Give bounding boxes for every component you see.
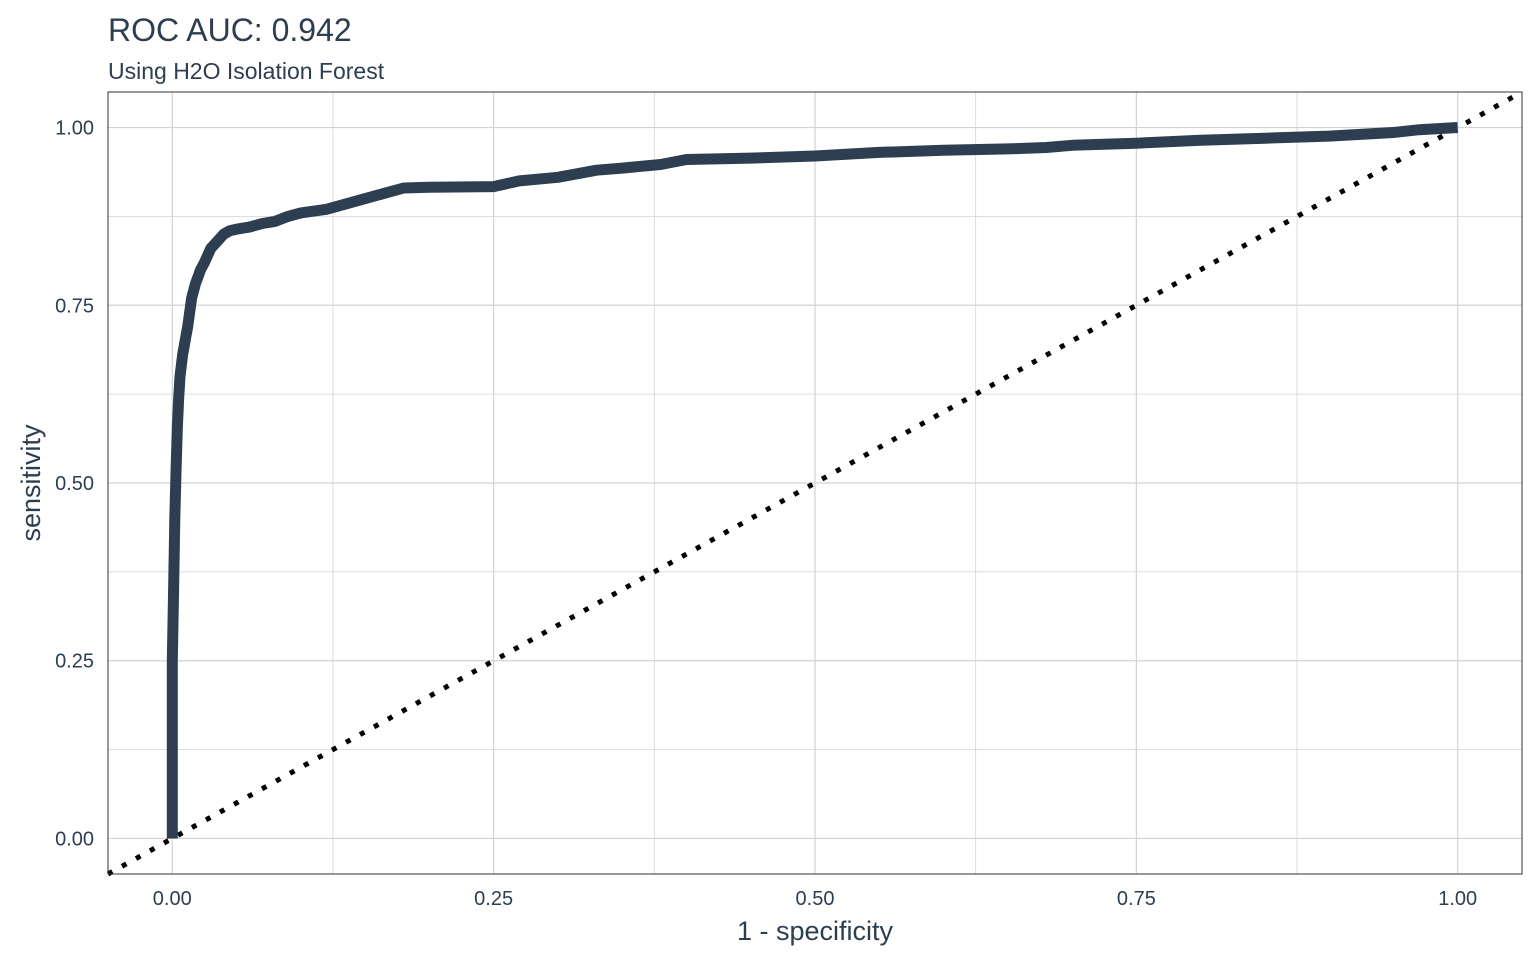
y-axis-ticks: 0.00 0.25 0.50 0.75 1.00	[55, 118, 94, 851]
reference-diagonal	[106, 89, 1524, 877]
y-tick-label: 0.00	[55, 828, 94, 850]
roc-curve-line	[166, 122, 1459, 839]
x-tick-label: 0.50	[796, 888, 835, 910]
x-tick-label: 0.75	[1117, 888, 1156, 910]
y-tick-label: 1.00	[55, 118, 94, 140]
y-tick-label: 0.50	[55, 473, 94, 495]
y-tick-label: 0.75	[55, 295, 94, 317]
chart-title: ROC AUC: 0.942	[108, 12, 352, 48]
x-axis-ticks: 0.00 0.25 0.50 0.75 1.00	[153, 888, 1477, 910]
x-tick-label: 0.25	[474, 888, 513, 910]
chart-subtitle: Using H2O Isolation Forest	[108, 58, 385, 84]
y-axis-title: sensitivity	[16, 424, 46, 542]
y-tick-label: 0.25	[55, 651, 94, 673]
plot-border	[107, 91, 1523, 875]
grid-lines	[108, 92, 1522, 874]
x-tick-label: 0.00	[153, 888, 192, 910]
x-axis-title: 1 - specificity	[737, 916, 894, 946]
x-tick-label: 1.00	[1438, 888, 1477, 910]
reference-diagonal-line	[106, 89, 1524, 877]
roc-curve	[166, 122, 1459, 839]
